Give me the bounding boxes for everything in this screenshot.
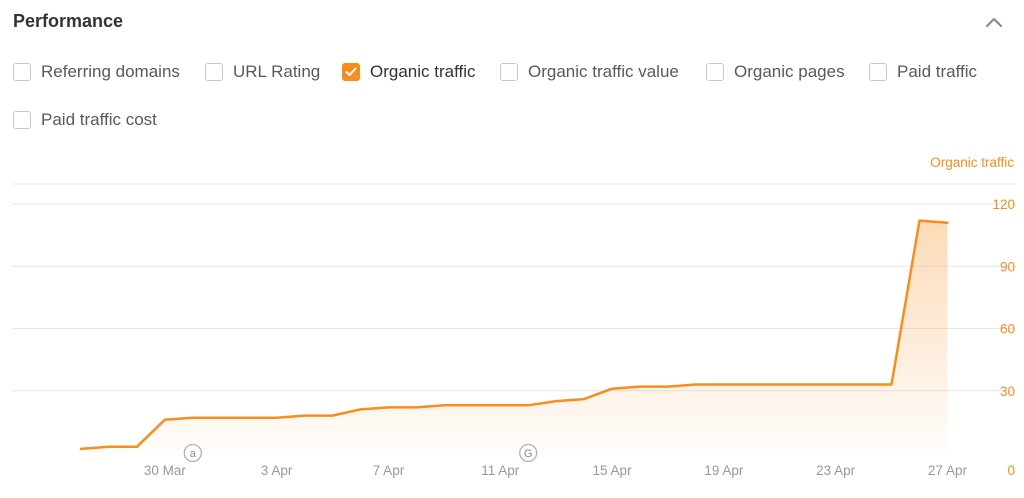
annotation-label: a	[190, 448, 197, 460]
y-tick-label: 120	[992, 197, 1015, 212]
x-tick-label: 3 Apr	[261, 463, 293, 478]
checkbox[interactable]	[706, 63, 724, 81]
checkbox[interactable]	[13, 111, 31, 129]
checkbox-checked[interactable]	[342, 63, 360, 81]
series-area	[81, 220, 948, 453]
metric-referring-domains[interactable]: Referring domains	[13, 58, 180, 86]
checkbox[interactable]	[500, 63, 518, 81]
y-tick-label: 0	[1007, 463, 1015, 478]
page-title: Performance	[13, 11, 124, 31]
x-tick-label: 30 Mar	[144, 463, 187, 478]
organic-traffic-chart: 0 30 60 90 120 30 Mar 3 Apr 7 Apr 11 Apr 15 Apr 19…	[12, 155, 1016, 478]
x-tick-label: 27 Apr	[928, 463, 968, 478]
metric-paid-traffic[interactable]: Paid traffic	[869, 58, 977, 86]
x-tick-label: 19 Apr	[704, 463, 744, 478]
y-tick-label: 90	[1000, 259, 1015, 274]
x-tick-label: 11 Apr	[481, 463, 520, 478]
metric-url-rating[interactable]: URL Rating	[205, 58, 320, 86]
checkbox[interactable]	[205, 63, 223, 81]
metric-label: Organic traffic	[370, 62, 476, 81]
metric-label: Organic traffic value	[528, 62, 679, 81]
metric-label: Referring domains	[41, 62, 180, 81]
collapse-button[interactable]	[982, 11, 1006, 33]
x-tick-label: 15 Apr	[593, 463, 633, 478]
metric-paid-traffic-cost[interactable]: Paid traffic cost	[13, 106, 157, 134]
checkbox[interactable]	[869, 63, 887, 81]
checkbox[interactable]	[13, 63, 31, 81]
annotation-marker[interactable]: G	[519, 443, 538, 463]
metric-label: URL Rating	[233, 62, 321, 81]
performance-header: Performance	[13, 8, 1014, 36]
x-tick-label: 23 Apr	[816, 463, 856, 478]
annotation-marker[interactable]: a	[183, 443, 202, 463]
y-tick-label: 60	[1000, 322, 1015, 337]
chevron-up-icon	[985, 17, 1003, 28]
metric-label: Organic pages	[734, 62, 845, 81]
x-tick-label: 7 Apr	[373, 463, 405, 478]
checkmark-icon	[345, 67, 357, 76]
annotation-label: G	[524, 448, 533, 460]
metric-organic-traffic[interactable]: Organic traffic	[342, 58, 476, 86]
metric-organic-pages[interactable]: Organic pages	[706, 58, 845, 86]
y-tick-label: 30	[1000, 384, 1015, 399]
series-line[interactable]	[79, 219, 949, 451]
y-axis-title: Organic traffic	[930, 155, 1014, 170]
metric-label: Paid traffic cost	[41, 110, 157, 129]
metric-organic-traffic-value[interactable]: Organic traffic value	[500, 58, 679, 86]
metric-label: Paid traffic	[897, 62, 978, 81]
